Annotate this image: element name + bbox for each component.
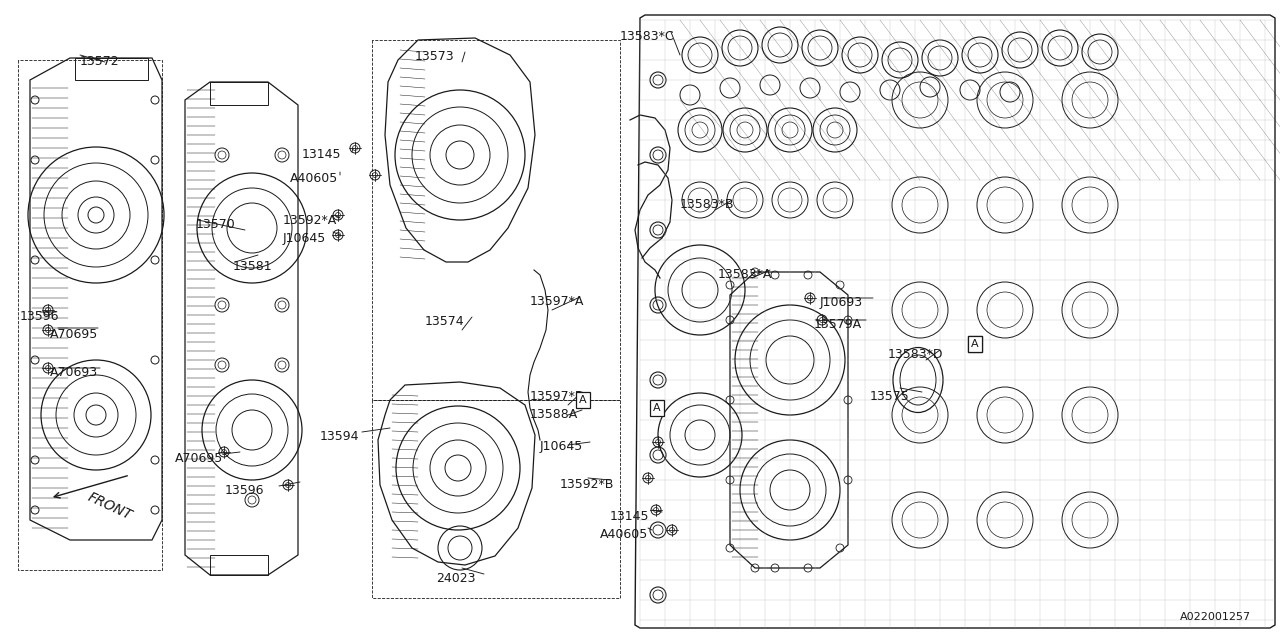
Text: 13575: 13575 [870,390,910,403]
Text: 13145: 13145 [302,148,342,161]
Text: 13145: 13145 [611,510,649,523]
Text: A: A [579,395,586,405]
Text: A022001257: A022001257 [1180,612,1251,622]
Text: A70695: A70695 [175,452,223,465]
Text: 13596: 13596 [20,310,59,323]
Text: 13592*A: 13592*A [283,214,337,227]
Text: 13583*D: 13583*D [888,348,943,361]
Text: A40605: A40605 [291,172,338,185]
Text: 13581: 13581 [233,260,273,273]
Text: A70693: A70693 [50,366,99,379]
Text: J10645: J10645 [283,232,326,245]
Text: 13596: 13596 [225,484,265,497]
Text: 13579A: 13579A [814,318,863,331]
Text: A: A [972,339,979,349]
Text: 13592*B: 13592*B [561,478,614,491]
Text: A: A [653,403,660,413]
Text: 13583*B: 13583*B [680,198,735,211]
Text: 13574: 13574 [425,315,465,328]
Text: A70695: A70695 [50,328,99,341]
Text: 13588A: 13588A [530,408,579,421]
Text: 13570: 13570 [196,218,236,231]
Text: A40605: A40605 [600,528,648,541]
Text: 24023: 24023 [436,572,475,585]
Text: 13594: 13594 [320,430,360,443]
Text: 13573: 13573 [415,50,454,63]
Text: J10645: J10645 [540,440,584,453]
Text: 13583*A: 13583*A [718,268,772,281]
Text: 13583*C: 13583*C [620,30,675,43]
Text: J10693: J10693 [820,296,863,309]
Text: 13597*B: 13597*B [530,390,585,403]
Text: A: A [972,339,979,349]
Text: FRONT: FRONT [84,490,134,523]
Text: 13597*A: 13597*A [530,295,585,308]
Text: 13572: 13572 [81,55,119,68]
